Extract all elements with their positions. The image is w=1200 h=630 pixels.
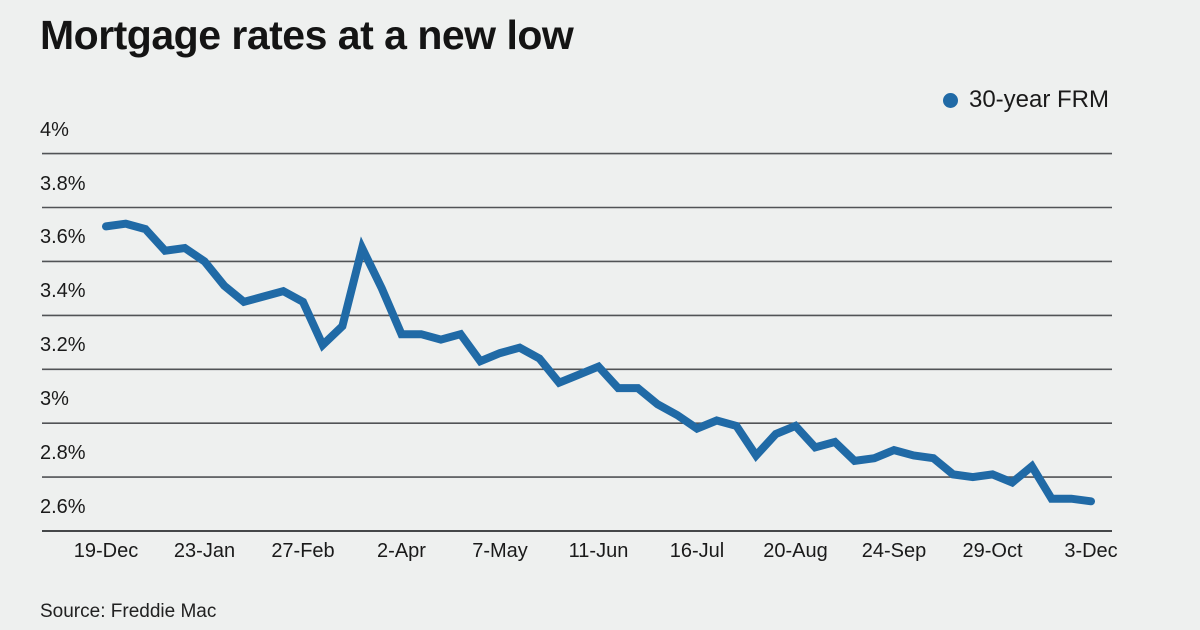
x-axis-label: 16-Jul: [669, 540, 725, 562]
x-axis-label: 24-Sep: [861, 540, 927, 562]
y-axis-label: 4%: [40, 118, 69, 141]
y-axis-label: 2.8%: [40, 442, 86, 465]
x-axis-label: 23-Jan: [173, 540, 236, 562]
x-axis-label: 3-Dec: [1064, 540, 1118, 562]
source-note: Source: Freddie Mac: [40, 601, 217, 622]
y-axis-label: 3%: [40, 388, 69, 411]
y-axis-label: 3.2%: [40, 334, 86, 357]
x-axis-label: 7-May: [472, 540, 528, 562]
page-title: Mortgage rates at a new low: [40, 12, 574, 58]
x-axis-label: 29-Oct: [962, 540, 1023, 562]
y-axis-label: 2.6%: [40, 496, 86, 518]
x-axis-label: 27-Feb: [271, 540, 335, 562]
x-axis-label: 19-Dec: [73, 540, 139, 562]
legend: 30-year FRM: [942, 86, 1109, 114]
x-axis-label: 20-Aug: [763, 540, 828, 562]
y-axis-label: 3.8%: [40, 172, 86, 195]
x-axis-label: 2-Apr: [377, 540, 426, 562]
x-axis-label: 11-Jun: [568, 540, 629, 562]
y-axis-label: 3.4%: [40, 280, 86, 303]
series-dot-icon: [942, 92, 958, 108]
frm-line-series: [102, 219, 1095, 506]
y-axis-label: 3.6%: [40, 226, 86, 249]
legend-label: 30-year FRM: [968, 86, 1109, 113]
